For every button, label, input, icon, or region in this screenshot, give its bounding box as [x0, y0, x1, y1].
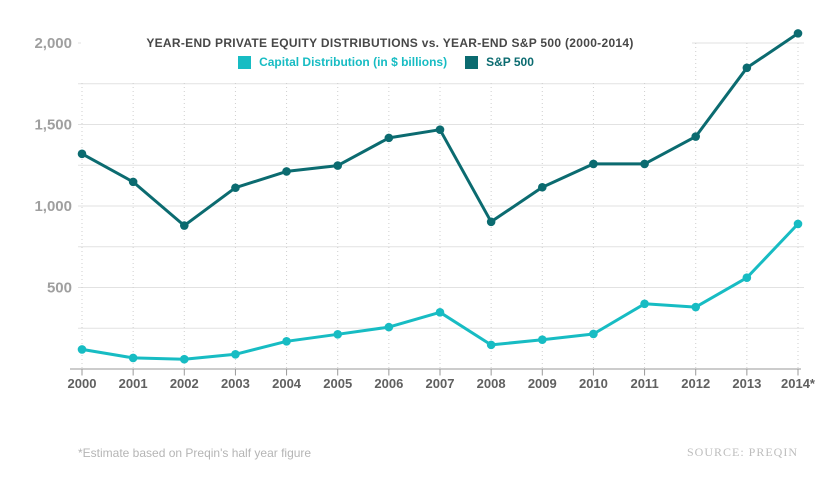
capital-distribution-point [742, 273, 752, 283]
capital-distribution-point [282, 336, 291, 346]
capital-distribution-point [691, 302, 701, 312]
x-axis-label: 2003 [221, 376, 250, 391]
capital-distribution-point [333, 329, 343, 339]
sp500-point [793, 29, 803, 38]
x-axis-label: 2012 [681, 376, 710, 391]
sp500-point [333, 161, 343, 170]
capital-distribution-point [77, 345, 87, 354]
sp500-swatch-icon [465, 55, 479, 69]
capital-distribution-point [231, 350, 240, 359]
y-axis-label: 1,500 [34, 117, 72, 134]
x-axis-label: 2006 [374, 376, 403, 391]
capital-distribution-point [384, 322, 394, 332]
x-axis-label: 2007 [426, 376, 455, 391]
sp500-point [231, 183, 240, 193]
x-axis-label: 2002 [170, 376, 199, 391]
sp500-point [384, 133, 394, 143]
x-axis-label: 2001 [119, 376, 148, 391]
x-axis-label: 2000 [68, 376, 97, 391]
capital-distribution-swatch-icon [238, 55, 252, 69]
sp500-point [742, 63, 752, 73]
legend-label-capital-distribution: Capital Distribution (in $ billions) [259, 55, 448, 69]
legend: Capital Distribution (in $ billions) S&P… [0, 55, 772, 69]
capital-distribution-point [486, 340, 496, 350]
sp500-point [282, 167, 291, 176]
sp500-point [589, 159, 598, 169]
sp500-point [179, 221, 189, 230]
legend-label-sp500: S&P 500 [486, 55, 534, 69]
title-mask [81, 20, 692, 80]
capital-distribution-point [640, 299, 649, 309]
sp500-point [640, 159, 649, 169]
sp500-point [435, 125, 445, 135]
x-axis-label: 2013 [732, 376, 761, 391]
x-axis-label: 2009 [528, 376, 557, 391]
capital-distribution-point [128, 353, 138, 363]
capital-distribution-point [793, 219, 803, 229]
capital-distribution-point [179, 354, 189, 364]
capital-distribution-point [589, 329, 598, 339]
x-axis-label: 2008 [477, 376, 506, 391]
y-axis-label: 1,000 [34, 198, 72, 215]
sp500-point [486, 217, 496, 227]
y-axis-label: 500 [47, 280, 72, 297]
source-credit: SOURCE: PREQIN [686, 445, 798, 459]
x-axis-label: 2005 [323, 376, 352, 391]
x-axis-label: 2004 [272, 376, 302, 391]
x-axis-label: 2011 [630, 376, 658, 391]
legend-item-sp500: S&P 500 [465, 55, 534, 69]
chart-title: YEAR-END PRIVATE EQUITY DISTRIBUTIONS vs… [146, 36, 634, 50]
legend-item-capital-distribution: Capital Distribution (in $ billions) [238, 55, 447, 69]
footnote: *Estimate based on Preqin's half year fi… [78, 446, 312, 460]
x-axis-label: 2014* [781, 376, 816, 391]
sp500-point [77, 149, 87, 159]
y-axis-label: 2,000 [34, 35, 72, 52]
sp500-point [691, 132, 701, 141]
x-axis-label: 2010 [579, 376, 608, 391]
capital-distribution-point [435, 307, 445, 317]
sp500-point [128, 177, 138, 187]
sp500-point [537, 182, 547, 192]
capital-distribution-point [537, 335, 547, 344]
